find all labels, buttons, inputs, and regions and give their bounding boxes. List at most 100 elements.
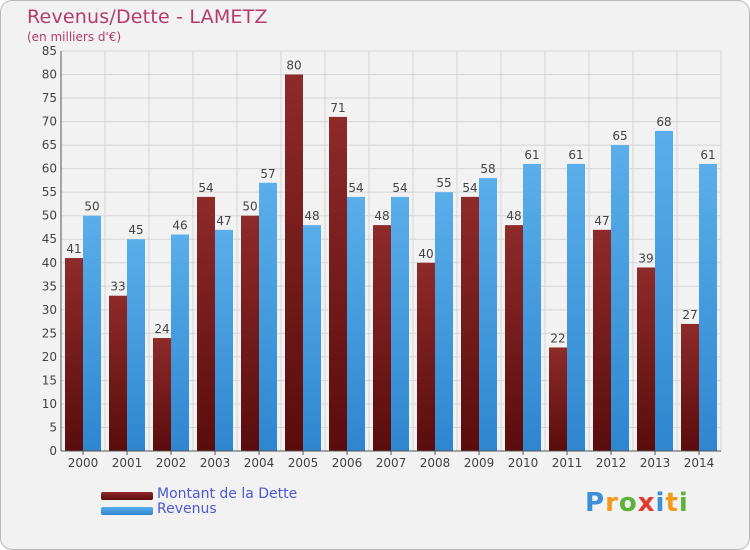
bar-revenus (171, 234, 189, 451)
x-tick-label: 2004 (244, 456, 275, 470)
proxiti-logo: Proxiti (585, 488, 689, 518)
data-label: 45 (128, 223, 143, 237)
y-tick-label: 85 (42, 44, 57, 58)
y-tick-label: 35 (42, 279, 57, 293)
y-tick-label: 45 (42, 232, 57, 246)
bar-revenus (303, 225, 321, 451)
bar-revenus (127, 239, 145, 451)
data-label: 61 (700, 148, 715, 162)
bar-dette (593, 229, 611, 451)
x-tick-label: 2000 (68, 456, 99, 470)
data-label: 39 (638, 251, 653, 265)
bar-revenus (523, 163, 541, 452)
bar-dette (285, 74, 303, 451)
data-label: 61 (524, 148, 539, 162)
bar-dette (681, 323, 699, 451)
x-tick-label: 2003 (200, 456, 231, 470)
legend-label-dette: Montant de la Dette (157, 486, 298, 502)
data-label: 48 (374, 209, 389, 223)
y-tick-label: 75 (42, 91, 57, 105)
data-label: 47 (594, 214, 609, 228)
data-label: 57 (260, 167, 275, 181)
bar-revenus (347, 196, 365, 451)
data-label: 41 (66, 242, 81, 256)
data-label: 33 (110, 280, 125, 294)
data-label: 55 (436, 176, 451, 190)
bar-dette (65, 258, 83, 451)
y-tick-label: 0 (49, 444, 57, 458)
bar-revenus (611, 145, 629, 451)
y-tick-label: 5 (49, 420, 57, 434)
bar-dette (505, 225, 523, 451)
legend-swatch-dette (101, 492, 153, 500)
bar-dette (241, 215, 259, 451)
legend-label-revenus: Revenus (157, 501, 217, 517)
x-tick-label: 2011 (552, 456, 583, 470)
data-label: 46 (172, 219, 187, 233)
bar-dette (109, 295, 127, 451)
x-tick-label: 2001 (112, 456, 143, 470)
data-label: 47 (216, 214, 231, 228)
y-tick-label: 80 (42, 68, 57, 82)
bar-revenus (699, 163, 717, 452)
x-tick-label: 2008 (420, 456, 451, 470)
data-label: 48 (506, 209, 521, 223)
bar-dette (153, 338, 171, 451)
data-label: 50 (242, 200, 257, 214)
data-label: 24 (154, 322, 169, 336)
bars (65, 74, 717, 452)
axes: 0 5 10 15 20 25 30 35 40 45 50 55 60 65 70 75 80 85 2000 20… (42, 44, 721, 470)
data-label: 54 (462, 181, 477, 195)
bar-revenus (655, 131, 673, 451)
data-label: 27 (682, 308, 697, 322)
data-label: 54 (348, 181, 363, 195)
y-tick-label: 30 (42, 303, 57, 317)
bar-dette (373, 225, 391, 451)
y-tick-label: 15 (42, 373, 57, 387)
data-label: 58 (480, 162, 495, 176)
data-label: 22 (550, 331, 565, 345)
data-label: 65 (612, 129, 627, 143)
bar-revenus (391, 196, 409, 451)
legend-swatch-revenus (101, 507, 153, 515)
data-label: 48 (304, 209, 319, 223)
bar-dette (461, 196, 479, 451)
data-label: 80 (286, 59, 301, 73)
y-tick-label: 20 (42, 350, 57, 364)
x-tick-label: 2009 (464, 456, 495, 470)
y-tick-label: 50 (42, 209, 57, 223)
bar-revenus (83, 215, 101, 451)
x-tick-label: 2010 (508, 456, 539, 470)
data-label: 50 (84, 200, 99, 214)
y-tick-label: 55 (42, 185, 57, 199)
bar-revenus (435, 192, 453, 452)
chart-title: Revenus/Dette - LAMETZ (27, 6, 268, 28)
bar-revenus (215, 229, 233, 451)
bar-revenus (567, 163, 585, 452)
y-tick-label: 10 (42, 397, 57, 411)
data-label: 54 (392, 181, 407, 195)
x-tick-label: 2007 (376, 456, 407, 470)
y-tick-label: 60 (42, 162, 57, 176)
data-label: 40 (418, 247, 433, 261)
x-tick-label: 2012 (596, 456, 627, 470)
data-label: 61 (568, 148, 583, 162)
y-tick-label: 25 (42, 326, 57, 340)
bar-dette (329, 116, 347, 451)
bar-revenus (259, 182, 277, 451)
x-tick-label: 2006 (332, 456, 363, 470)
x-tick-label: 2005 (288, 456, 319, 470)
data-label: 71 (330, 101, 345, 115)
y-tick-label: 70 (42, 115, 57, 129)
bar-revenus (479, 178, 497, 451)
bar-dette (637, 267, 655, 451)
data-label: 54 (198, 181, 213, 195)
bar-dette (549, 347, 567, 451)
data-label: 68 (656, 115, 671, 129)
chart-subtitle: (en milliers d'€) (27, 30, 122, 44)
x-tick-label: 2013 (640, 456, 671, 470)
x-tick-label: 2014 (684, 456, 715, 470)
